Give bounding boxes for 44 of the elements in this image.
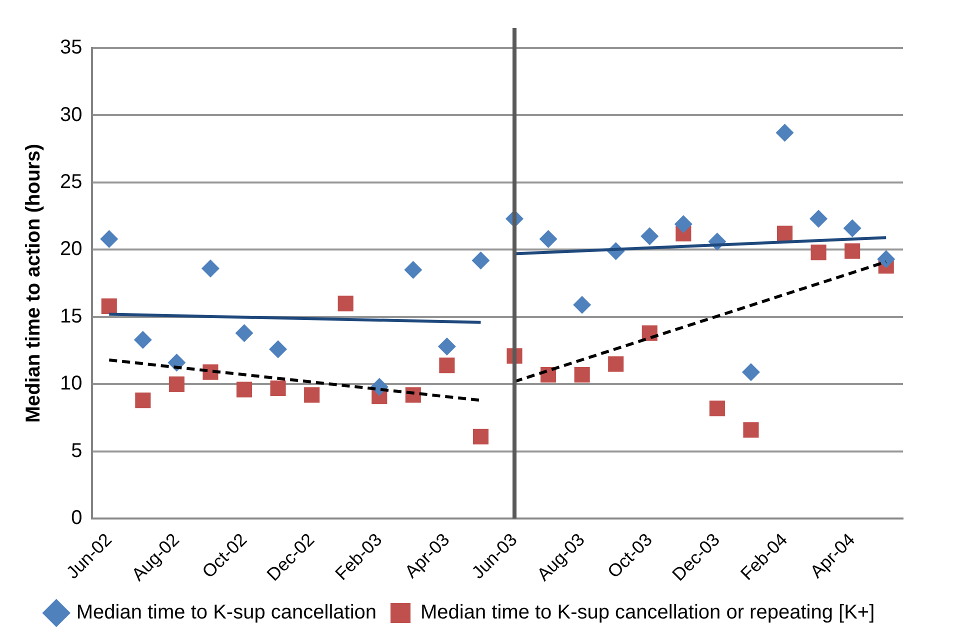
point [100, 230, 118, 248]
point [810, 210, 828, 228]
point [810, 244, 826, 260]
point [270, 380, 286, 396]
legend-label: Median time to K-sup cancellation or repeating [K+] [420, 602, 875, 624]
legend-label: Median time to K-sup cancellation [76, 602, 377, 624]
point [439, 358, 455, 374]
point [472, 428, 489, 444]
y-tick-label: 20 [60, 238, 82, 260]
point [640, 227, 659, 246]
point [135, 392, 151, 408]
y-tick-label: 5 [71, 440, 82, 462]
point [201, 260, 220, 278]
point [709, 400, 725, 416]
point [269, 340, 288, 358]
point [844, 243, 860, 259]
point [539, 230, 558, 248]
point [134, 330, 152, 349]
point [776, 226, 793, 242]
point [608, 356, 624, 372]
point [574, 367, 590, 383]
y-tick-label: 10 [60, 372, 82, 395]
y-tick-label: 35 [60, 36, 82, 59]
point [235, 324, 254, 342]
point [101, 298, 117, 314]
point [573, 296, 592, 314]
point [304, 387, 320, 403]
point [776, 124, 794, 142]
y-tick-label: 25 [60, 170, 82, 193]
y-tick-label: 15 [60, 305, 82, 328]
point [404, 260, 422, 279]
point [843, 219, 862, 238]
y-tick-label: 0 [71, 507, 82, 530]
point [438, 338, 456, 356]
y-tick-label: 30 [60, 104, 82, 126]
point [236, 382, 252, 398]
point [743, 422, 759, 438]
point [168, 376, 184, 392]
point [472, 251, 490, 270]
point [338, 296, 354, 312]
point [742, 363, 760, 382]
point [674, 215, 692, 234]
point [877, 250, 896, 268]
y-axis-title: Median time to action (hours) [22, 144, 45, 423]
